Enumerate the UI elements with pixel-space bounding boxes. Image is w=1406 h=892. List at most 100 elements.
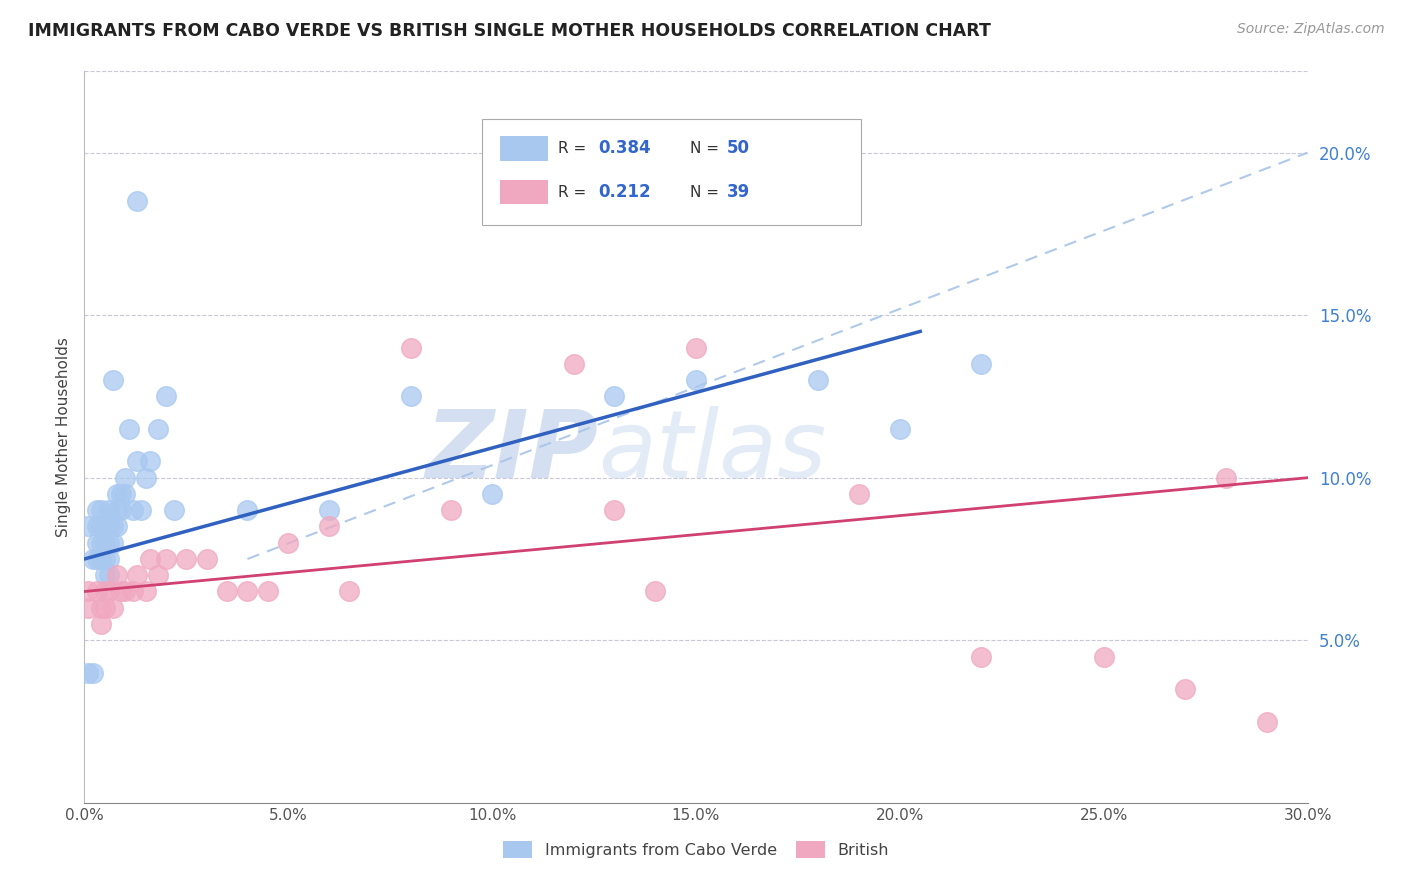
Point bbox=[889, 422, 911, 436]
Text: N =: N = bbox=[690, 185, 724, 200]
Text: 0.212: 0.212 bbox=[598, 183, 651, 201]
Text: R =: R = bbox=[558, 141, 591, 156]
Point bbox=[90, 552, 112, 566]
Text: ZIP: ZIP bbox=[425, 406, 598, 498]
Point bbox=[93, 552, 115, 566]
Point bbox=[146, 422, 169, 436]
Point bbox=[86, 552, 108, 566]
Point bbox=[174, 552, 197, 566]
Point bbox=[217, 584, 239, 599]
Point bbox=[138, 454, 160, 468]
Point bbox=[82, 552, 104, 566]
Point bbox=[440, 503, 463, 517]
FancyBboxPatch shape bbox=[482, 119, 860, 225]
Point bbox=[114, 584, 136, 599]
Point bbox=[970, 649, 993, 664]
Point bbox=[807, 373, 830, 387]
Point bbox=[603, 389, 626, 403]
Point bbox=[97, 552, 120, 566]
Point bbox=[77, 665, 100, 680]
Point bbox=[77, 519, 100, 533]
Point bbox=[101, 519, 124, 533]
Text: atlas: atlas bbox=[598, 406, 827, 497]
Point bbox=[339, 584, 361, 599]
Point bbox=[93, 584, 115, 599]
Point bbox=[138, 552, 160, 566]
Point bbox=[122, 503, 145, 517]
Point bbox=[93, 600, 115, 615]
Point bbox=[77, 600, 100, 615]
Point bbox=[399, 341, 422, 355]
Point bbox=[848, 487, 870, 501]
Point bbox=[1092, 649, 1115, 664]
Point bbox=[127, 568, 149, 582]
Point bbox=[114, 471, 136, 485]
Point bbox=[163, 503, 186, 517]
Point bbox=[97, 535, 120, 549]
Point bbox=[481, 487, 503, 501]
Text: 50: 50 bbox=[727, 139, 749, 157]
Point bbox=[90, 519, 112, 533]
Text: R =: R = bbox=[558, 185, 591, 200]
Text: 39: 39 bbox=[727, 183, 749, 201]
Point bbox=[135, 584, 157, 599]
Point bbox=[127, 194, 149, 209]
Point bbox=[97, 503, 120, 517]
Point bbox=[318, 503, 340, 517]
Point bbox=[399, 389, 422, 403]
Point bbox=[685, 373, 707, 387]
Point bbox=[93, 535, 115, 549]
Point bbox=[82, 665, 104, 680]
Point bbox=[122, 584, 145, 599]
Point bbox=[105, 487, 128, 501]
Point bbox=[155, 389, 177, 403]
Legend: Immigrants from Cabo Verde, British: Immigrants from Cabo Verde, British bbox=[496, 835, 896, 864]
Point bbox=[131, 503, 153, 517]
Point bbox=[90, 535, 112, 549]
Point bbox=[105, 519, 128, 533]
Point bbox=[114, 487, 136, 501]
Point bbox=[236, 584, 259, 599]
Point bbox=[77, 584, 100, 599]
Point bbox=[101, 535, 124, 549]
Point bbox=[1215, 471, 1237, 485]
Point bbox=[105, 568, 128, 582]
Point bbox=[135, 471, 157, 485]
Point bbox=[86, 535, 108, 549]
Text: IMMIGRANTS FROM CABO VERDE VS BRITISH SINGLE MOTHER HOUSEHOLDS CORRELATION CHART: IMMIGRANTS FROM CABO VERDE VS BRITISH SI… bbox=[28, 22, 991, 40]
Y-axis label: Single Mother Households: Single Mother Households bbox=[56, 337, 72, 537]
Point bbox=[93, 568, 115, 582]
Point bbox=[257, 584, 280, 599]
Point bbox=[110, 487, 132, 501]
Text: N =: N = bbox=[690, 141, 724, 156]
Point bbox=[97, 584, 120, 599]
Point bbox=[481, 194, 503, 209]
Point bbox=[644, 584, 666, 599]
Point bbox=[277, 535, 299, 549]
Point bbox=[90, 503, 112, 517]
Text: Source: ZipAtlas.com: Source: ZipAtlas.com bbox=[1237, 22, 1385, 37]
FancyBboxPatch shape bbox=[501, 136, 548, 161]
Point bbox=[603, 503, 626, 517]
Point bbox=[127, 454, 149, 468]
Point bbox=[195, 552, 218, 566]
FancyBboxPatch shape bbox=[501, 179, 548, 204]
Point bbox=[1256, 714, 1278, 729]
Point bbox=[97, 568, 120, 582]
Point bbox=[86, 503, 108, 517]
Point bbox=[101, 600, 124, 615]
Point bbox=[1174, 681, 1197, 696]
Point bbox=[97, 519, 120, 533]
Point bbox=[146, 568, 169, 582]
Point bbox=[118, 422, 141, 436]
Point bbox=[236, 503, 259, 517]
Point bbox=[90, 600, 112, 615]
Point bbox=[86, 584, 108, 599]
Point bbox=[970, 357, 993, 371]
Point bbox=[101, 373, 124, 387]
Point bbox=[110, 584, 132, 599]
Text: 0.384: 0.384 bbox=[598, 139, 651, 157]
Point bbox=[685, 341, 707, 355]
Point bbox=[155, 552, 177, 566]
Point bbox=[105, 503, 128, 517]
